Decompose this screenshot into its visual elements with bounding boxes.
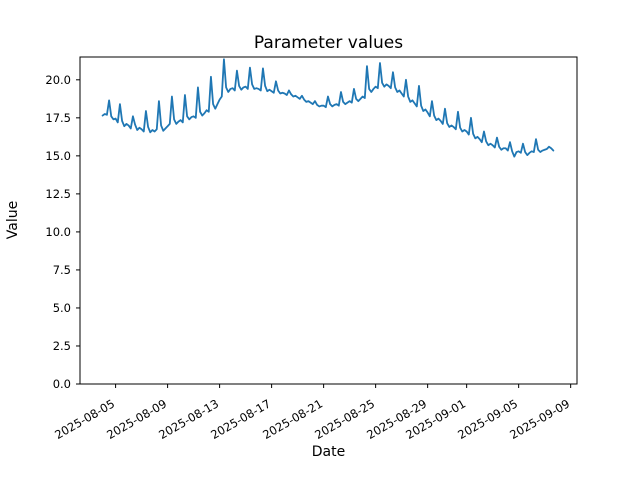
data-series-line: [101, 58, 555, 158]
y-tick-label: 7.5: [53, 263, 71, 277]
y-tick-label: 10.0: [45, 225, 71, 239]
y-tick-label: 2.5: [53, 339, 71, 353]
y-tick-label: 20.0: [45, 73, 71, 87]
y-tick-label: 17.5: [45, 111, 71, 125]
chart-title: Parameter values: [253, 33, 404, 53]
y-tick-label: 12.5: [45, 187, 71, 201]
x-axis-label: Date: [311, 444, 346, 460]
y-tick-label: 5.0: [53, 301, 71, 315]
y-tick-label: 15.0: [45, 149, 71, 163]
y-tick-label: 0.0: [53, 377, 71, 391]
axes-frame: [79, 56, 578, 385]
